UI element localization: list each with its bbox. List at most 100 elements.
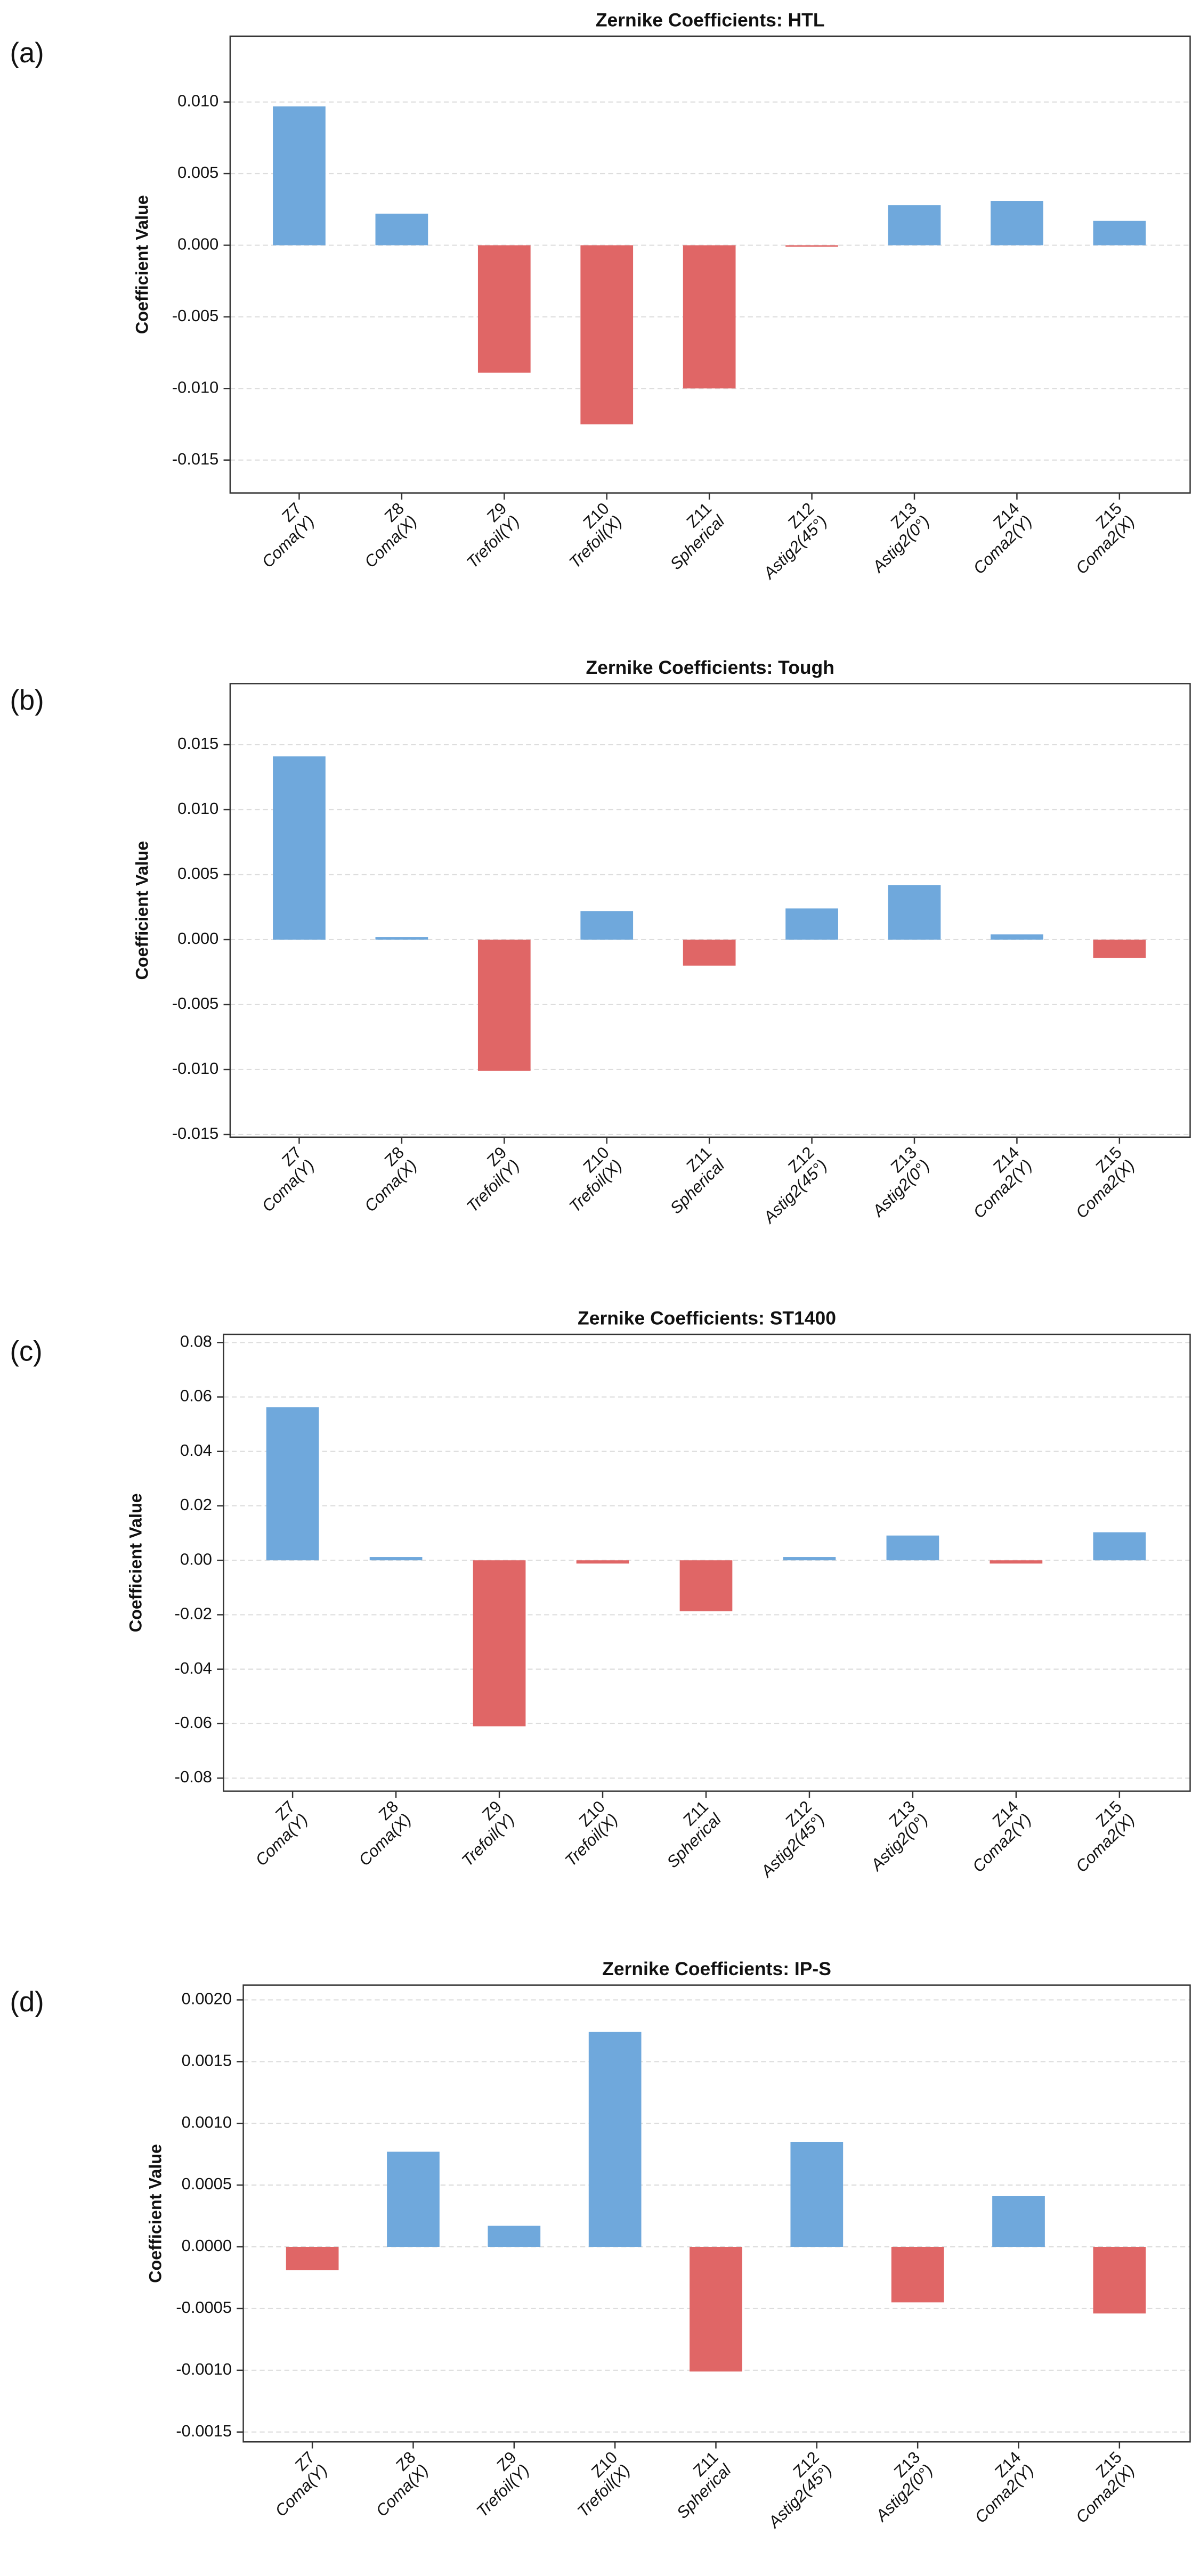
bar [992, 2196, 1045, 2247]
bar [273, 756, 326, 940]
y-tick-label: -0.06 [175, 1713, 212, 1732]
plot-frame [242, 1984, 1191, 2443]
y-tick-label: 0.00 [180, 1550, 212, 1568]
y-axis-label: Coefficient Value [133, 195, 152, 334]
y-tick-label: -0.0010 [176, 2360, 232, 2378]
bar [477, 245, 531, 373]
bar [683, 245, 736, 389]
bar [387, 2151, 440, 2247]
y-tick-label: 0.000 [177, 235, 218, 254]
bar [690, 2247, 742, 2372]
y-tick-label: 0.04 [180, 1441, 212, 1460]
bar [576, 1560, 629, 1564]
plot-frame [223, 1333, 1191, 1792]
y-tick-label: -0.04 [175, 1659, 212, 1677]
bar [1093, 1532, 1146, 1561]
bar [273, 106, 326, 246]
bar [369, 1557, 423, 1561]
y-tick-label: -0.08 [175, 1767, 212, 1786]
bar [375, 214, 428, 246]
bar [783, 1557, 836, 1561]
bar [785, 245, 838, 247]
bar [679, 1560, 733, 1611]
bar [790, 2141, 844, 2247]
bar [1093, 939, 1146, 958]
y-tick-label: 0.000 [177, 929, 218, 948]
y-tick-label: -0.010 [172, 378, 218, 396]
y-tick-label: -0.015 [172, 1124, 218, 1143]
y-tick-label: 0.0020 [182, 1990, 232, 2008]
y-tick-label: -0.010 [172, 1059, 218, 1078]
panel-label: (c) [10, 1336, 43, 1367]
panel-label: (b) [10, 686, 44, 716]
y-tick-label: -0.0005 [176, 2298, 232, 2317]
bar [1093, 221, 1146, 246]
y-axis-label: Coefficient Value [133, 841, 152, 980]
chart-title: Zernike Coefficients: IP-S [602, 1958, 831, 1979]
y-tick-label: -0.015 [172, 450, 218, 468]
y-tick-label: 0.08 [180, 1332, 212, 1350]
chart-title: Zernike Coefficients: Tough [586, 657, 834, 678]
plot-frame [229, 683, 1191, 1138]
y-tick-label: 0.010 [177, 799, 218, 818]
bar [580, 911, 634, 940]
bar [580, 245, 634, 425]
bar [1093, 2247, 1146, 2314]
bar [477, 939, 531, 1071]
bar [888, 205, 941, 246]
plot-frame [229, 35, 1191, 494]
bar [375, 937, 428, 940]
chart-title: Zernike Coefficients: ST1400 [578, 1307, 836, 1328]
y-tick-label: 0.0005 [182, 2174, 232, 2193]
y-tick-label: 0.005 [177, 163, 218, 182]
bar [588, 2032, 642, 2247]
bar [991, 201, 1043, 246]
bar [990, 1560, 1043, 1564]
y-tick-label: 0.0010 [182, 2113, 232, 2131]
bar [488, 2226, 541, 2247]
bar [891, 2247, 944, 2303]
y-tick-label: 0.005 [177, 864, 218, 883]
panel-label: (a) [10, 38, 44, 69]
bar [991, 934, 1043, 940]
y-tick-label: 0.010 [177, 92, 218, 110]
y-tick-label: 0.06 [180, 1387, 212, 1405]
y-tick-label: -0.02 [175, 1604, 212, 1623]
bar [785, 908, 838, 940]
chart-title: Zernike Coefficients: HTL [596, 9, 825, 30]
